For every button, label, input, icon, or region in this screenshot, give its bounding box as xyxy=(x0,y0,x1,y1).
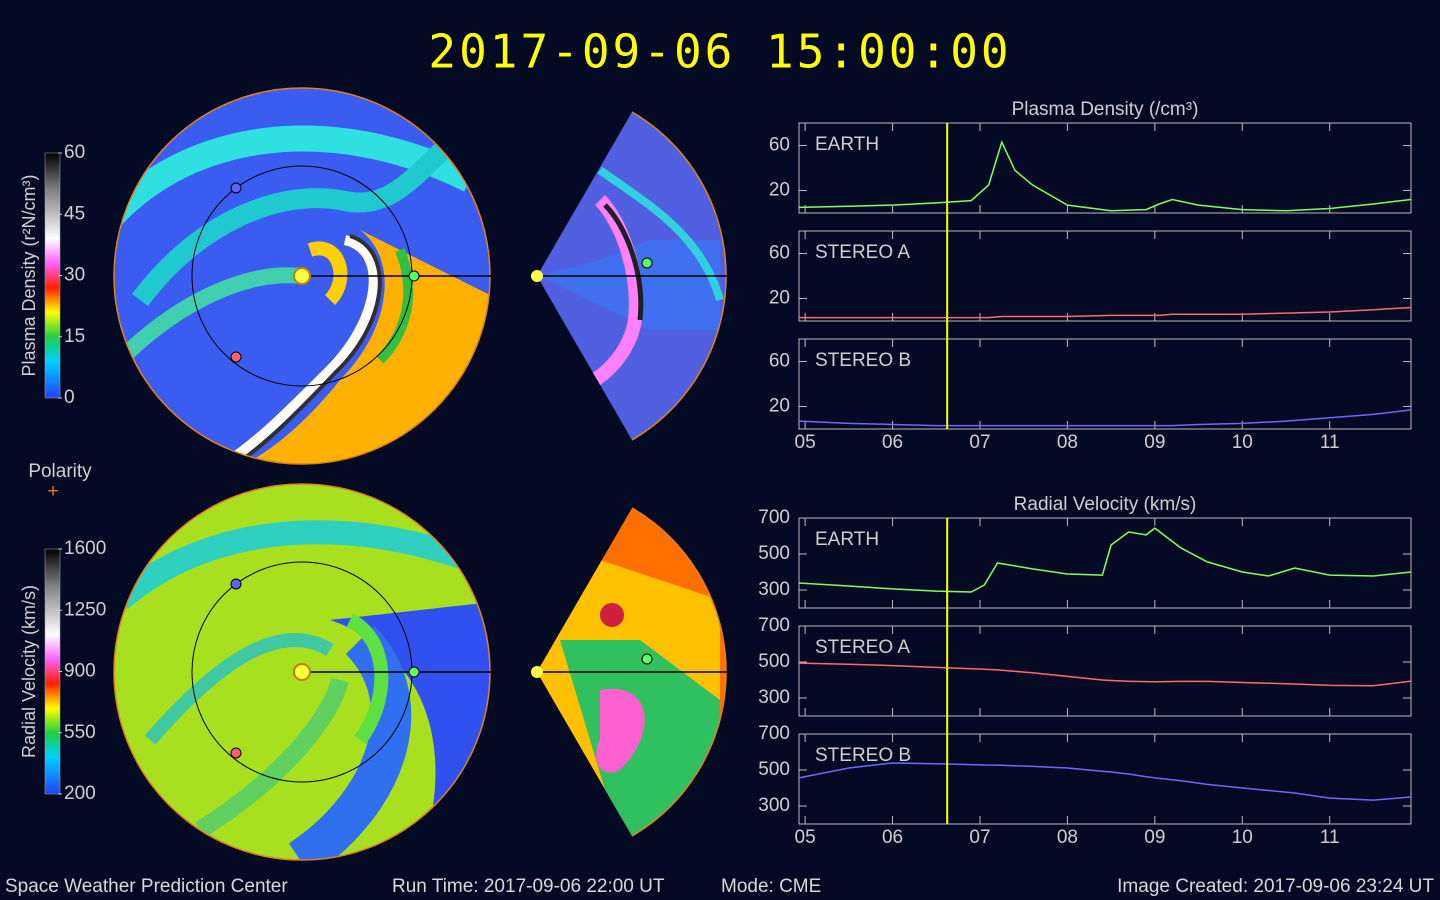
x-tick-label: 09 xyxy=(1144,432,1165,453)
series-name: STEREO B xyxy=(815,350,911,371)
x-tick-label: 09 xyxy=(1144,827,1165,848)
y-tick-label: 300 xyxy=(758,795,790,816)
earth xyxy=(408,666,420,678)
x-tick-label: 10 xyxy=(1232,827,1253,848)
wedge-sun xyxy=(531,270,543,282)
colorbar xyxy=(44,548,61,795)
timestamp-title: 2017-09-06 15:00:00 xyxy=(428,25,1011,79)
colorbar-label: Radial Velocity (km/s) xyxy=(19,585,39,758)
y-tick-label: 300 xyxy=(758,687,790,708)
colorbar-tick-label: 0 xyxy=(64,387,75,408)
x-tick-label: 11 xyxy=(1320,432,1340,453)
chart-title: Plasma Density (/cm³) xyxy=(1012,99,1199,120)
sun xyxy=(293,267,311,285)
y-tick-label: 700 xyxy=(758,615,790,636)
y-tick-label: 60 xyxy=(769,135,790,156)
y-tick-label: 500 xyxy=(758,651,790,672)
y-tick-label: 20 xyxy=(769,288,790,309)
series-name: EARTH xyxy=(815,529,879,550)
wedge-sun xyxy=(531,666,543,678)
x-tick-label: 07 xyxy=(969,432,990,453)
footer-created: Image Created: 2017-09-06 23:24 UT xyxy=(1117,876,1434,897)
footer-org: Space Weather Prediction Center xyxy=(5,876,288,897)
x-tick-label: 11 xyxy=(1320,827,1340,848)
stereo-b xyxy=(230,182,242,194)
panel-frame xyxy=(798,625,1412,717)
x-tick-label: 08 xyxy=(1057,827,1078,848)
series-name: STEREO A xyxy=(815,242,910,263)
series-name: EARTH xyxy=(815,134,879,155)
x-tick-label: 05 xyxy=(795,432,816,453)
colorbar-tick-label: 15 xyxy=(64,326,85,347)
x-tick-label: 07 xyxy=(969,827,990,848)
series-line xyxy=(799,306,1412,319)
colorbar xyxy=(44,152,61,399)
colorbar-tick-label: 200 xyxy=(64,783,96,804)
colorbar-tick-label: 550 xyxy=(64,722,96,743)
panel-frame xyxy=(798,230,1412,322)
series-line xyxy=(798,762,1412,801)
series-line xyxy=(798,662,1412,687)
series-line xyxy=(798,527,1412,593)
stereo-a xyxy=(230,351,242,363)
sun xyxy=(293,663,311,681)
y-tick-label: 60 xyxy=(769,243,790,264)
y-tick-label: 700 xyxy=(758,507,790,528)
series-line xyxy=(798,140,1412,212)
stereo-b xyxy=(230,578,242,590)
stereo-a xyxy=(230,747,242,759)
series-line xyxy=(798,409,1412,427)
colorbar-label: Plasma Density (r²N/cm³) xyxy=(19,174,39,376)
density-wedge xyxy=(537,112,727,440)
panel-frame xyxy=(798,338,1412,430)
x-tick-label: 10 xyxy=(1232,432,1253,453)
polarity-label: Polarity xyxy=(28,461,92,482)
y-tick-label: 700 xyxy=(758,723,790,744)
panel-frame xyxy=(798,517,1412,609)
panel-frame xyxy=(798,733,1412,825)
x-tick-label: 08 xyxy=(1057,432,1078,453)
y-tick-label: 20 xyxy=(769,180,790,201)
y-tick-label: 500 xyxy=(758,759,790,780)
polarity-symbol: + xyxy=(47,481,58,502)
series-name: STEREO A xyxy=(815,637,910,658)
colorbar-tick-label: 30 xyxy=(64,265,85,286)
x-tick-label: 05 xyxy=(795,827,816,848)
colorbar-tick-label: 60 xyxy=(64,142,85,163)
wedge-earth xyxy=(641,653,653,665)
x-tick-label: 06 xyxy=(882,432,903,453)
x-tick-label: 06 xyxy=(882,827,903,848)
velocity-wedge xyxy=(537,508,727,836)
y-tick-label: 20 xyxy=(769,396,790,417)
y-tick-label: 500 xyxy=(758,543,790,564)
colorbar-tick-label: 45 xyxy=(64,203,85,224)
earth xyxy=(408,270,420,282)
wedge-earth xyxy=(641,257,653,269)
y-tick-label: 300 xyxy=(758,579,790,600)
series-name: STEREO B xyxy=(815,745,911,766)
colorbar-tick-label: 900 xyxy=(64,661,96,682)
footer-run-time: Run Time: 2017-09-06 22:00 UT xyxy=(392,876,665,897)
colorbar-tick-label: 1600 xyxy=(64,538,106,559)
chart-title: Radial Velocity (km/s) xyxy=(1014,494,1197,515)
colorbar-tick-label: 1250 xyxy=(64,599,106,620)
y-tick-label: 60 xyxy=(769,351,790,372)
footer-mode: Mode: CME xyxy=(721,876,821,897)
panel-frame xyxy=(798,122,1412,214)
